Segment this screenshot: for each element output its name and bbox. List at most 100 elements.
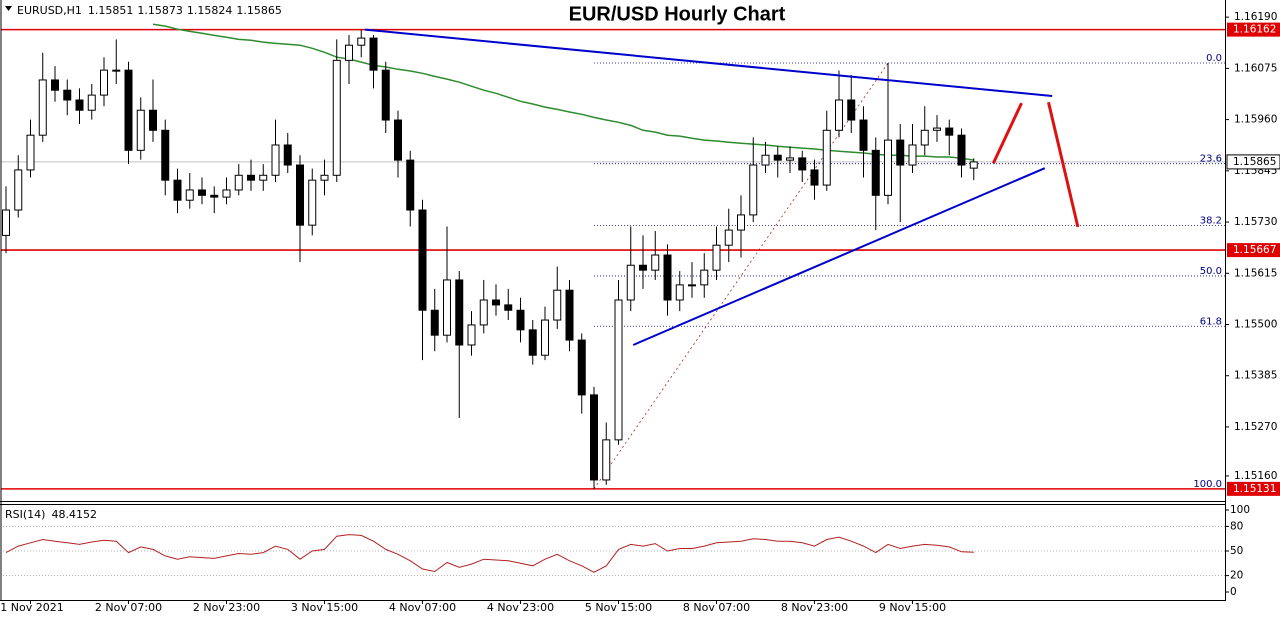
symbol-header: EURUSD,H1 1.15851 1.15873 1.15824 1.15865 bbox=[17, 4, 282, 17]
candle-body bbox=[761, 154, 770, 166]
candle-body bbox=[210, 194, 219, 198]
moving-average bbox=[152, 23, 974, 161]
symbol-icon bbox=[5, 6, 12, 11]
last-low: 1.15824 bbox=[187, 4, 233, 17]
candle-body bbox=[51, 79, 59, 91]
candle-body bbox=[675, 284, 684, 301]
x-tick-label: 2 Nov 23:00 bbox=[193, 601, 260, 614]
fib-label: 61.8 bbox=[1200, 316, 1222, 327]
y-tick-label: 1.15730 bbox=[1234, 216, 1277, 228]
y-tick-label: 1.16075 bbox=[1234, 62, 1277, 74]
candle-body bbox=[528, 329, 537, 356]
candle-body bbox=[112, 69, 121, 72]
candle-body bbox=[969, 161, 978, 169]
candle-body bbox=[700, 269, 709, 286]
last-close: 1.15865 bbox=[236, 4, 282, 17]
x-tick-label: 1 Nov 2021 bbox=[0, 601, 63, 614]
candle-body bbox=[565, 289, 574, 341]
candle-body bbox=[639, 264, 647, 271]
candle-body bbox=[626, 264, 635, 301]
candle-body bbox=[124, 69, 133, 151]
candle-body bbox=[786, 157, 794, 161]
candle-body bbox=[222, 189, 231, 198]
candle-body bbox=[467, 324, 476, 346]
candle-body bbox=[247, 174, 255, 181]
candle-body bbox=[553, 289, 562, 321]
rsi-tick-label: 50 bbox=[1230, 545, 1243, 557]
candle-body bbox=[357, 37, 366, 46]
candle-body bbox=[173, 179, 182, 201]
y-tick-label: 1.15960 bbox=[1234, 114, 1277, 126]
candle-body bbox=[541, 319, 549, 356]
candle-body bbox=[945, 127, 954, 136]
rsi-name: RSI(14) bbox=[5, 508, 45, 521]
candle-body bbox=[504, 304, 513, 311]
candle-body bbox=[773, 154, 782, 161]
candle-body bbox=[406, 159, 415, 211]
x-tick-label: 4 Nov 07:00 bbox=[389, 601, 456, 614]
rsi-tick-label: 0 bbox=[1230, 586, 1237, 598]
candle-body bbox=[443, 279, 451, 336]
candle-body bbox=[381, 69, 390, 121]
rsi-panel bbox=[1, 526, 1225, 576]
current-price-label: 1.15865 bbox=[1233, 156, 1276, 168]
candle-body bbox=[308, 179, 317, 226]
level-price-label: 1.15131 bbox=[1233, 483, 1276, 495]
fib-label: 23.6 bbox=[1200, 154, 1222, 165]
candle-body bbox=[737, 214, 745, 231]
price-panel bbox=[1, 23, 1225, 490]
rsi-tick-label: 80 bbox=[1230, 520, 1243, 532]
candle-body bbox=[614, 299, 623, 441]
candle-body bbox=[259, 174, 268, 181]
candle-body bbox=[810, 169, 819, 186]
candle-body bbox=[871, 149, 880, 196]
candle-body bbox=[234, 174, 243, 191]
candle-body bbox=[602, 439, 611, 481]
candle-body bbox=[394, 119, 402, 161]
candle-body bbox=[100, 69, 108, 96]
candle-body bbox=[798, 157, 807, 171]
candle-body bbox=[198, 189, 206, 196]
level-price-box bbox=[1227, 243, 1280, 258]
rsi-last: 48.4152 bbox=[51, 508, 97, 521]
x-tick-label: 4 Nov 23:00 bbox=[487, 601, 554, 614]
candle-body bbox=[822, 129, 831, 186]
level-price-label: 1.16162 bbox=[1233, 24, 1276, 36]
candle-body bbox=[663, 254, 672, 301]
level-price-label: 1.15667 bbox=[1233, 244, 1276, 256]
candle-body bbox=[896, 139, 905, 166]
candle-body bbox=[271, 144, 280, 176]
level-price-box bbox=[1227, 481, 1280, 496]
y-tick-label: 1.15615 bbox=[1234, 267, 1277, 279]
trend-line bbox=[1047, 101, 1080, 228]
candle-body bbox=[26, 134, 35, 171]
candle-body bbox=[749, 164, 758, 216]
rsi-line bbox=[5, 534, 974, 573]
candle-body bbox=[933, 127, 941, 131]
x-tick-label: 8 Nov 07:00 bbox=[683, 601, 750, 614]
candle-body bbox=[884, 139, 892, 196]
x-tick-label: 8 Nov 23:00 bbox=[781, 601, 848, 614]
candle-body bbox=[332, 59, 341, 176]
x-tick-label: 5 Nov 15:00 bbox=[585, 601, 652, 614]
candle-body bbox=[859, 119, 868, 151]
chart-title: EUR/USD Hourly Chart bbox=[569, 3, 786, 25]
candle-body bbox=[14, 169, 23, 211]
y-tick-label: 1.15270 bbox=[1234, 421, 1277, 433]
candle-body bbox=[957, 134, 966, 166]
candle-body bbox=[38, 79, 47, 136]
candle-body bbox=[590, 394, 598, 481]
candle-body bbox=[136, 109, 145, 151]
candle-body bbox=[87, 94, 96, 111]
last-high: 1.15873 bbox=[137, 4, 183, 17]
candle-body bbox=[345, 44, 353, 61]
current-price-box bbox=[1226, 154, 1280, 170]
candle-body bbox=[920, 129, 929, 146]
candle-body bbox=[75, 99, 84, 111]
y-tick-label: 1.15500 bbox=[1234, 318, 1277, 330]
candle-body bbox=[847, 99, 856, 121]
fib-label: 100.0 bbox=[1193, 479, 1222, 490]
